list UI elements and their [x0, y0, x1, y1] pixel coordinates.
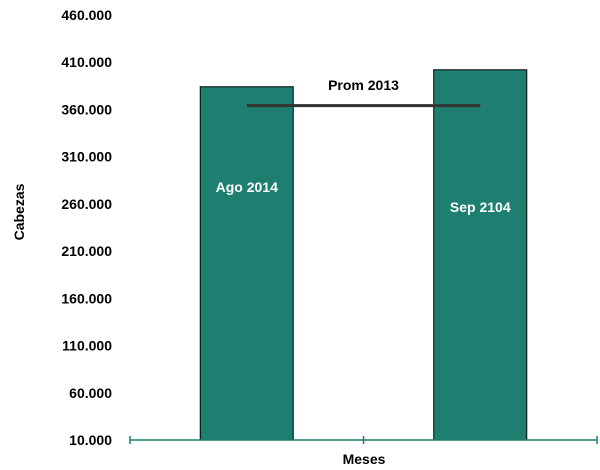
y-tick-label: 10.000 [69, 432, 112, 448]
bars [199, 69, 528, 441]
y-axis-ticks: 10.000 60.000 110.000 160.000 210.000 260.000… [61, 7, 112, 448]
reference-line-group: Prom 2013 [246, 77, 481, 108]
x-axis [129, 436, 598, 444]
y-tick-label: 410.000 [61, 54, 112, 70]
y-tick-label: 260.000 [61, 196, 112, 212]
y-tick-label: 60.000 [69, 385, 112, 401]
reference-line-label: Prom 2013 [328, 77, 399, 93]
y-tick-label: 160.000 [61, 290, 112, 306]
y-tick-label: 460.000 [61, 7, 112, 23]
y-tick-label: 360.000 [61, 101, 112, 117]
y-tick-label: 110.000 [62, 338, 112, 354]
bar [199, 86, 294, 441]
y-tick-label: 210.000 [61, 243, 112, 259]
y-axis-title: Cabezas [11, 183, 27, 240]
bar-labels: Ago 2014 Sep 2104 [216, 179, 511, 215]
x-axis-title: Meses [343, 451, 386, 467]
bar-label: Ago 2014 [216, 179, 278, 195]
bar-label: Sep 2104 [450, 199, 511, 215]
y-tick-label: 310.000 [61, 149, 112, 165]
bar [433, 69, 528, 441]
